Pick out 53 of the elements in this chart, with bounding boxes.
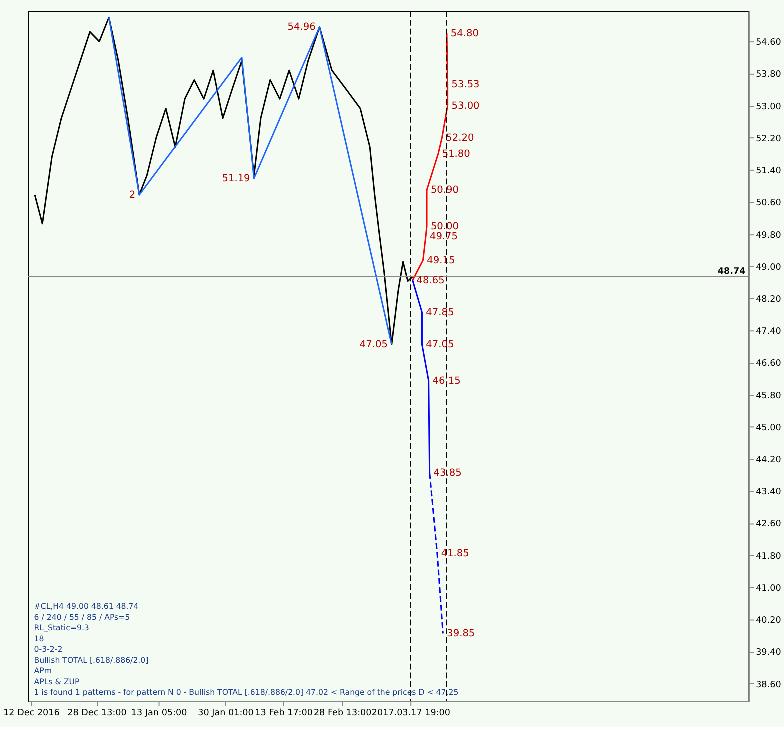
y-tick-label: 40.20	[756, 616, 782, 626]
annotation: 47.05	[426, 340, 454, 351]
y-tick-label: 54.60	[756, 38, 782, 48]
y-tick-label: 44.20	[756, 456, 782, 466]
annotation: 18	[34, 634, 44, 644]
annotation: 43.85	[434, 468, 462, 480]
annotation: 53.00	[452, 100, 480, 112]
y-tick-label: 38.60	[756, 680, 782, 690]
y-tick-label: 42.60	[756, 520, 782, 530]
y-tick-label: 39.40	[756, 648, 782, 658]
x-tick-label: 28 Feb 13:00	[314, 708, 372, 718]
y-tick-label: 50.60	[756, 198, 782, 209]
y-tick-label: 49.00	[756, 262, 782, 273]
annotation: RL_Static=9.3	[34, 624, 90, 633]
y-tick-label: 53.00	[756, 102, 782, 112]
annotation: 47.05	[360, 340, 388, 351]
y-tick-label: 51.40	[756, 166, 782, 177]
y-tick-label: 45.00	[756, 423, 782, 434]
annotation: 52.20	[446, 132, 474, 144]
annotation: 48.65	[416, 275, 445, 286]
y-tick-label: 46.60	[756, 359, 782, 370]
annotation: APm	[34, 666, 52, 676]
x-tick-label: 30 Jan 01:00	[198, 708, 254, 718]
annotation: #CL,H4 49.00 48.61 48.74	[34, 602, 139, 611]
annotation: 41.85	[441, 548, 470, 560]
y-tick-label: 41.80	[756, 552, 782, 562]
annotation: APLs & ZUP	[34, 677, 80, 686]
x-tick-label: 28 Dec 13:00	[68, 708, 128, 718]
x-tick-label: 12 Dec 2016	[4, 708, 60, 718]
annotation: 54.96	[288, 22, 316, 34]
y-tick-label: 41.00	[756, 584, 782, 594]
annotation: 51.19	[222, 173, 250, 184]
y-tick-label: 43.40	[756, 488, 782, 498]
y-tick-label: 45.80	[756, 391, 782, 402]
y-tick-label: 48.20	[756, 294, 782, 305]
annotation: 46.15	[432, 376, 461, 387]
y-tick-label: 49.80	[756, 230, 782, 241]
annotation: 53.53	[452, 80, 480, 91]
y-tick-label: 53.80	[756, 70, 782, 80]
annotation: Bullish TOTAL [.618/.886/2.0]	[34, 656, 149, 665]
annotation: 54.80	[450, 28, 479, 40]
x-tick-label: 13 Jan 05:00	[131, 708, 188, 718]
annotation: 2	[129, 190, 136, 201]
annotation: 0-3-2-2	[34, 645, 63, 654]
annotation: 6 / 240 / 55 / 85 / APs=5	[34, 612, 130, 622]
ref-line-label: 48.74	[718, 266, 746, 277]
y-tick-label: 52.20	[756, 134, 782, 144]
annotation: 49.75	[430, 231, 458, 242]
x-tick-label: 13 Feb 17:00	[255, 708, 314, 718]
annotation: 39.85	[447, 628, 476, 640]
annotation: 50.00	[430, 221, 459, 232]
y-tick-label: 47.40	[756, 327, 782, 338]
x-tick-label: 2017.03.17 19:00	[372, 708, 451, 718]
